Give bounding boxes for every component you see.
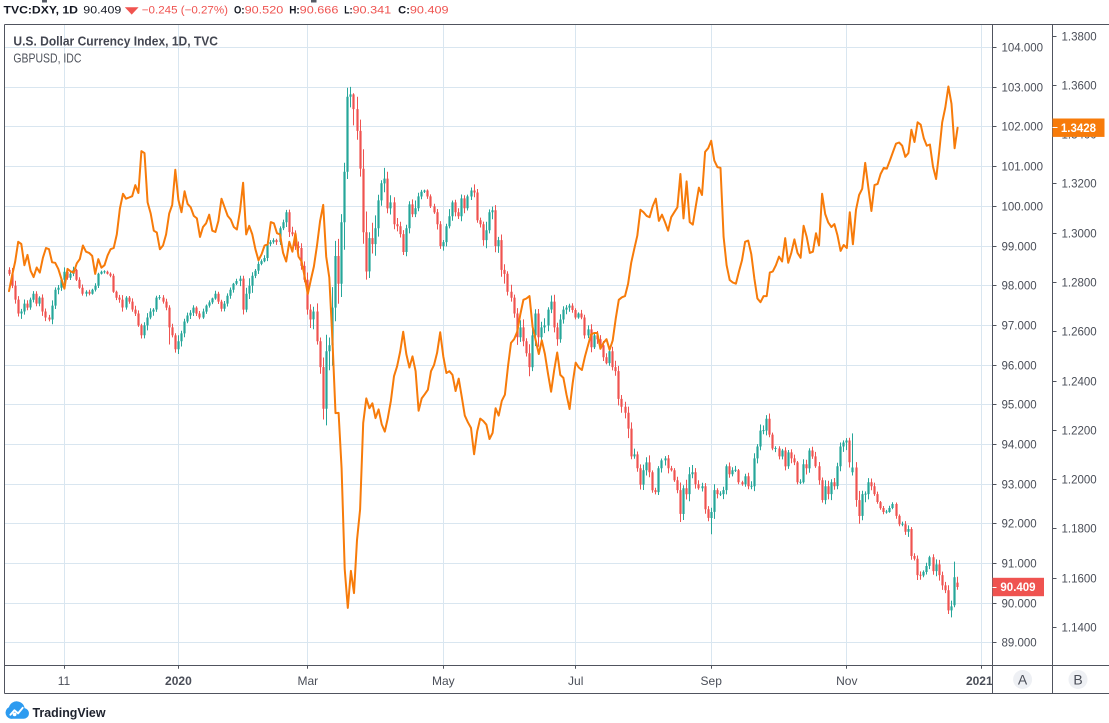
svg-text:1.3428: 1.3428 [1061,123,1097,135]
svg-text:Mar: Mar [297,674,318,688]
svg-text:1.1800: 1.1800 [1062,524,1097,536]
svg-text:93.000: 93.000 [1002,480,1037,492]
svg-text:90.341: 90.341 [353,4,392,16]
svg-text:90.520: 90.520 [245,4,284,16]
svg-text:U.S. Dollar Currency Index, 1D: U.S. Dollar Currency Index, 1D, TVC [13,35,218,49]
svg-text:A: A [1018,672,1028,688]
svg-text:Nov: Nov [836,674,857,688]
svg-text:100.000: 100.000 [1002,202,1044,214]
svg-text:2021: 2021 [966,674,993,688]
svg-text:98.000: 98.000 [1002,281,1037,293]
svg-text:1.3000: 1.3000 [1062,229,1097,241]
svg-text:2020: 2020 [165,674,192,688]
svg-text:B: B [1073,672,1082,688]
svg-text:L:: L: [344,4,352,16]
svg-text:O:: O: [234,4,245,16]
svg-text:1.3200: 1.3200 [1062,179,1097,191]
svg-text:1.1400: 1.1400 [1062,623,1097,635]
svg-text:90.409: 90.409 [1000,582,1035,594]
svg-text:91.000: 91.000 [1002,559,1037,571]
svg-text:TVC:DXY, 1D: TVC:DXY, 1D [4,4,79,16]
svg-text:92.000: 92.000 [1002,519,1037,531]
svg-text:90.666: 90.666 [300,4,339,16]
svg-text:−0.245 (−0.27%): −0.245 (−0.27%) [142,4,228,16]
svg-text:TradingView: TradingView [33,705,107,720]
svg-text:1.2000: 1.2000 [1062,475,1097,487]
svg-text:96.000: 96.000 [1002,361,1037,373]
svg-text:1.2200: 1.2200 [1062,426,1097,438]
svg-text:Sep: Sep [701,674,723,688]
svg-text:90.000: 90.000 [1002,599,1037,611]
svg-text:1.3600: 1.3600 [1062,81,1097,93]
svg-text:1.2400: 1.2400 [1062,377,1097,389]
svg-text:1.2800: 1.2800 [1062,278,1097,290]
svg-text:103.000: 103.000 [1002,83,1044,95]
svg-text:89.000: 89.000 [1002,638,1037,650]
svg-text:1.2600: 1.2600 [1062,327,1097,339]
svg-text:102.000: 102.000 [1002,122,1044,134]
svg-text:1.1600: 1.1600 [1062,574,1097,586]
svg-text:94.000: 94.000 [1002,440,1037,452]
svg-text:May: May [432,674,455,688]
svg-text:90.409: 90.409 [410,4,449,16]
svg-text:1.3800: 1.3800 [1062,32,1097,44]
svg-text:GBPUSD, IDC: GBPUSD, IDC [13,51,81,65]
svg-text:99.000: 99.000 [1002,242,1037,254]
svg-text:11: 11 [58,674,71,688]
svg-text:C:: C: [398,4,410,16]
svg-text:97.000: 97.000 [1002,321,1037,333]
svg-text:101.000: 101.000 [1002,162,1044,174]
svg-text:H:: H: [289,4,300,16]
svg-text:Jul: Jul [568,674,583,688]
svg-text:90.409: 90.409 [83,4,121,16]
svg-text:95.000: 95.000 [1002,400,1037,412]
svg-text:104.000: 104.000 [1002,43,1044,55]
